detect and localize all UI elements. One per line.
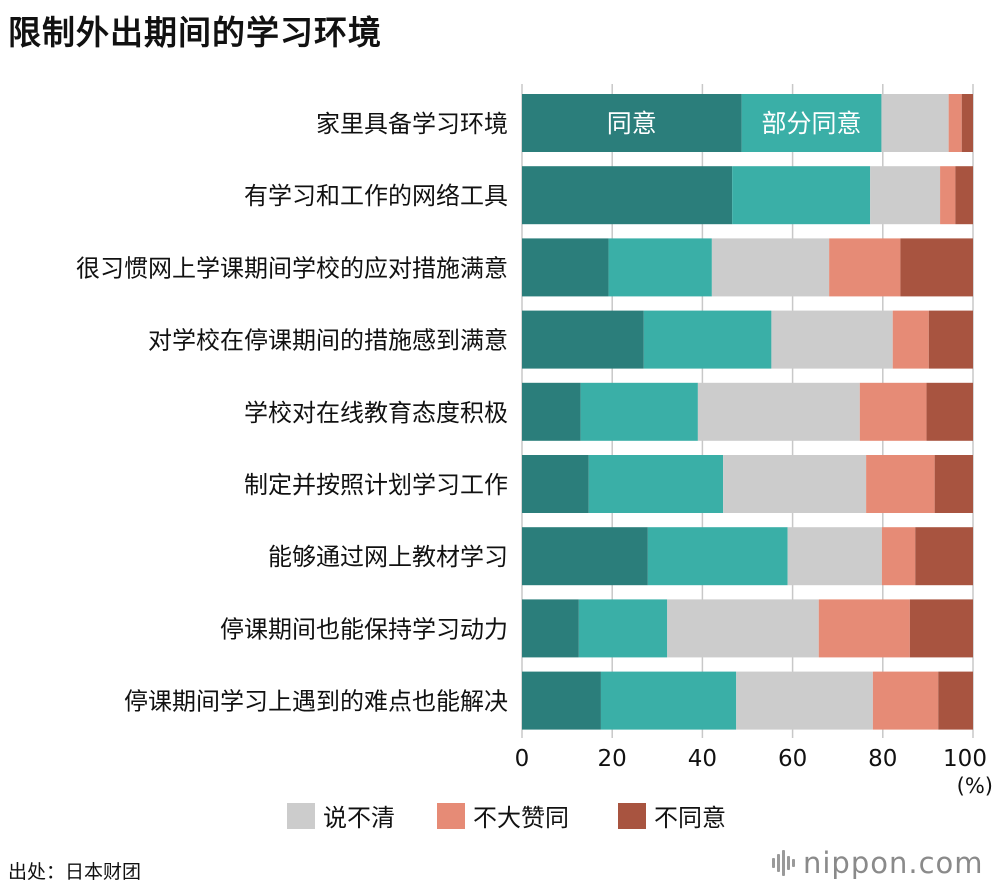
- bar-unsure: [697, 382, 860, 441]
- bar-agree: [522, 527, 648, 586]
- bar-unsure: [711, 238, 830, 297]
- x-tick-label: 20: [598, 746, 627, 772]
- x-tick-label: 80: [868, 746, 897, 772]
- source-note: 出处：日本财团: [8, 861, 142, 883]
- bar-unsure: [870, 166, 941, 225]
- bar-not_much_agree: [940, 166, 956, 225]
- bar-unsure: [881, 94, 949, 152]
- bar-disagree: [926, 382, 973, 441]
- bar-not_much_agree: [866, 455, 935, 513]
- bar-not_much_agree: [818, 599, 910, 658]
- bar-agree: [522, 166, 733, 225]
- bar-disagree: [961, 94, 973, 152]
- bar-disagree: [928, 310, 973, 369]
- category-label: 家里具备学习环境: [316, 110, 508, 138]
- bar-disagree: [909, 599, 973, 658]
- logo-text: nippon.com: [803, 846, 984, 880]
- bar-partly_agree: [643, 310, 772, 369]
- bar-agree: [522, 94, 742, 152]
- category-label: 制定并按照计划学习工作: [244, 471, 508, 499]
- bar-partly_agree: [588, 455, 724, 513]
- bar-unsure: [771, 310, 893, 369]
- bar-unsure: [667, 599, 819, 658]
- bar-unsure: [736, 671, 873, 730]
- sound-wave-icon: [772, 850, 795, 876]
- x-tick-label: 100: [943, 746, 987, 772]
- bar-partly_agree: [578, 599, 668, 658]
- bar-agree: [522, 599, 579, 658]
- category-label: 对学校在停课期间的措施感到满意: [148, 327, 508, 355]
- bar-not_much_agree: [892, 310, 929, 369]
- bar-disagree: [915, 527, 973, 586]
- bar-agree: [522, 382, 581, 441]
- category-label: 能够通过网上教材学习: [268, 543, 508, 571]
- bar-group: [522, 94, 973, 730]
- bar-disagree: [938, 671, 973, 730]
- bar-not_much_agree: [948, 94, 962, 152]
- x-tick-label: 60: [778, 746, 807, 772]
- bar-not_much_agree: [859, 382, 927, 441]
- legend-label-disagree: 不同意: [654, 804, 726, 832]
- category-labels: 家里具备学习环境有学习和工作的网络工具很习惯网上学课期间学校的应对措施满意对学校…: [76, 110, 508, 716]
- bar-disagree: [900, 238, 973, 297]
- bar-partly_agree: [580, 382, 698, 441]
- bar-disagree: [934, 455, 973, 513]
- legend-swatch-disagree: [618, 803, 646, 829]
- bar-partly_agree: [741, 94, 882, 152]
- bar-agree: [522, 455, 589, 513]
- bar-partly_agree: [608, 238, 712, 297]
- category-label: 停课期间也能保持学习动力: [220, 615, 508, 643]
- bar-unsure: [723, 455, 867, 513]
- bar-disagree: [955, 166, 973, 225]
- bar-agree: [522, 310, 644, 369]
- category-label: 很习惯网上学课期间学校的应对措施满意: [76, 254, 508, 282]
- bar-not_much_agree: [881, 527, 916, 586]
- bar-agree: [522, 238, 609, 297]
- category-label: 停课期间学习上遇到的难点也能解决: [124, 688, 508, 716]
- x-axis: 0 20 40 60 80 100(%): [515, 746, 993, 798]
- x-tick-label: 0: [515, 746, 530, 772]
- legend: 说不清 不大赞同 不同意: [287, 803, 726, 832]
- bar-not_much_agree: [829, 238, 901, 297]
- chart-title: 限制外出期间的学习环境: [8, 13, 382, 52]
- inbar-label-partly_agree: 部分同意: [762, 109, 862, 138]
- category-label: 有学习和工作的网络工具: [244, 182, 508, 210]
- stacked-bar-chart: 同意 部分同意 家里具备学习环境有学习和工作的网络工具很习惯网上学课期间学校的应对…: [76, 84, 993, 832]
- inbar-labels: 同意 部分同意: [607, 109, 862, 138]
- bar-not_much_agree: [872, 671, 939, 730]
- bar-partly_agree: [600, 671, 737, 730]
- inbar-label-agree: 同意: [607, 109, 657, 138]
- x-tick-label: 40: [688, 746, 717, 772]
- nippon-logo[interactable]: nippon.com: [772, 846, 984, 880]
- legend-label-unsure: 说不清: [323, 804, 395, 832]
- bar-partly_agree: [732, 166, 871, 225]
- x-unit-label: (%): [957, 774, 993, 798]
- legend-swatch-not_much_agree: [437, 803, 465, 829]
- legend-swatch-unsure: [287, 803, 315, 829]
- bar-partly_agree: [647, 527, 788, 586]
- legend-label-not_much_agree: 不大赞同: [473, 804, 569, 832]
- category-label: 学校对在线教育态度积极: [244, 399, 508, 427]
- bar-unsure: [787, 527, 882, 586]
- bar-agree: [522, 671, 601, 730]
